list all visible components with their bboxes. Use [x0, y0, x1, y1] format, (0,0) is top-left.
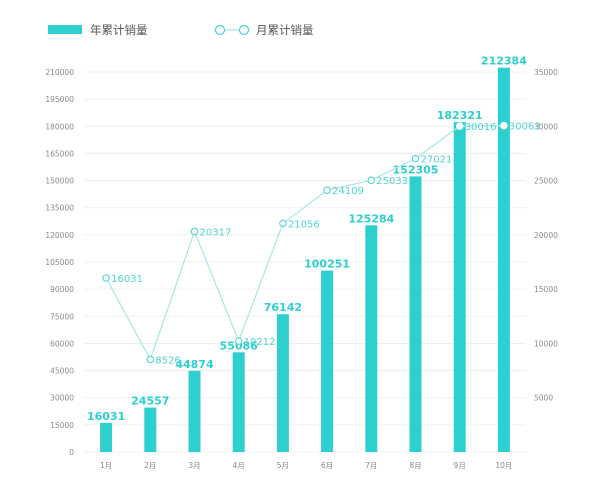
- line-point: [234, 337, 243, 345]
- x-tick: 3月: [188, 461, 200, 470]
- line-data-label: 24109: [332, 186, 364, 197]
- y-left-tick: 15000: [50, 421, 74, 430]
- line-point: [279, 219, 287, 228]
- y-left-tick: 150000: [45, 177, 74, 186]
- y-right-tick: 25000: [534, 177, 558, 186]
- y-right-tick: 5000: [534, 394, 553, 403]
- line-point: [102, 274, 110, 282]
- y-left-tick: 105000: [45, 258, 74, 267]
- line-labels: 16031 8526 20317 10212 21056 24109 25033 27021 3…: [111, 122, 541, 367]
- x-tick: 7月: [365, 461, 377, 470]
- line-data-label: 16031: [111, 274, 143, 285]
- legend-line-marker-left: [214, 24, 226, 36]
- legend-bar-swatch: [48, 25, 82, 34]
- legend: 年累计销量 月累计销量: [48, 23, 314, 37]
- line-data-label: 10212: [244, 337, 276, 348]
- bar: [232, 352, 245, 452]
- x-tick: 6月: [321, 461, 333, 470]
- y-left-tick: 75000: [50, 312, 74, 321]
- line-point: [411, 154, 420, 163]
- bar: [453, 122, 466, 452]
- bar: [100, 422, 113, 452]
- legend-line-marker-right: [238, 24, 250, 36]
- line-point: [455, 122, 464, 130]
- y-right-tick: 15000: [534, 285, 558, 294]
- bar-data-label: 182321: [437, 109, 483, 122]
- bar: [321, 270, 334, 452]
- grid: [84, 71, 526, 453]
- y-left-tick: 120000: [45, 231, 74, 240]
- y-right-tick: 20000: [534, 231, 558, 240]
- y-left-tick: 180000: [45, 122, 74, 131]
- bar-data-label: 24557: [131, 395, 169, 408]
- y-right-tick: 35000: [534, 68, 558, 77]
- line-data-label: 21056: [288, 219, 320, 230]
- bar: [188, 370, 201, 452]
- bar: [409, 176, 422, 452]
- y-axis-left: 0 15000 30000 45000 60000 75000 90000 105000 120…: [45, 68, 74, 457]
- line-point: [367, 176, 376, 184]
- line-point: [190, 227, 199, 236]
- bar-data-label: 55086: [220, 339, 259, 352]
- y-left-tick: 0: [69, 448, 74, 457]
- y-right-tick: 30000: [534, 122, 558, 131]
- line-data-label: 30063: [509, 122, 541, 133]
- bar-labels: 16031 24557 44874 55086 76142 100251 125284 152…: [87, 55, 527, 423]
- x-axis: 1月 2月 3月 4月 5月 6月 7月 8月 9月 10月: [100, 461, 512, 470]
- y-left-tick: 30000: [50, 394, 74, 403]
- x-tick: 1月: [100, 461, 112, 470]
- y-left-tick: 45000: [50, 367, 74, 376]
- line-point: [500, 121, 508, 130]
- bar-series: [100, 67, 510, 452]
- line-series: [102, 121, 508, 364]
- line-path: [105, 125, 504, 361]
- x-tick: 8月: [409, 461, 421, 470]
- line-data-label: 20317: [200, 227, 232, 238]
- bar-data-label: 125284: [348, 212, 394, 225]
- bar-data-label: 100251: [304, 258, 350, 271]
- y-right-tick: 10000: [534, 339, 558, 348]
- line-data-label: 25033: [376, 176, 408, 187]
- bar: [276, 314, 289, 452]
- x-tick: 4月: [233, 461, 245, 470]
- line-data-label: 27021: [421, 155, 453, 166]
- x-tick: 2月: [144, 461, 156, 470]
- y-left-tick: 195000: [45, 95, 74, 104]
- y-left-tick: 60000: [50, 339, 74, 348]
- y-left-tick: 90000: [50, 285, 74, 294]
- bar-data-label: 212384: [481, 55, 527, 68]
- legend-line-label: 月累计销量: [256, 23, 314, 37]
- legend-bar-label: 年累计销量: [90, 23, 148, 37]
- bar: [497, 67, 510, 452]
- bar-data-label: 152305: [393, 163, 439, 176]
- x-tick: 9月: [454, 461, 466, 470]
- bar: [365, 225, 378, 452]
- y-axis-right: 5000 10000 15000 20000 25000 30000 35000: [534, 68, 558, 403]
- bar-data-label: 44874: [175, 358, 214, 371]
- bar: [144, 407, 157, 452]
- line-data-label: 8526: [155, 355, 180, 366]
- line-point: [146, 355, 155, 364]
- line-point: [323, 186, 331, 194]
- bar-data-label: 76142: [264, 301, 302, 314]
- y-left-tick: 210000: [45, 68, 74, 77]
- x-tick: 5月: [277, 461, 289, 470]
- y-left-tick: 165000: [45, 149, 74, 158]
- y-left-tick: 135000: [45, 204, 74, 213]
- line-data-label: 30016: [465, 122, 497, 133]
- bar-data-label: 16031: [87, 410, 125, 423]
- x-tick: 10月: [495, 461, 512, 470]
